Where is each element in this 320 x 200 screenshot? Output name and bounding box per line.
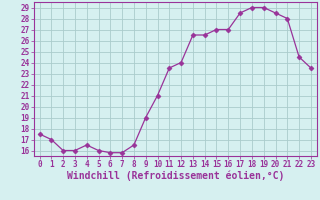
X-axis label: Windchill (Refroidissement éolien,°C): Windchill (Refroidissement éolien,°C) xyxy=(67,171,284,181)
